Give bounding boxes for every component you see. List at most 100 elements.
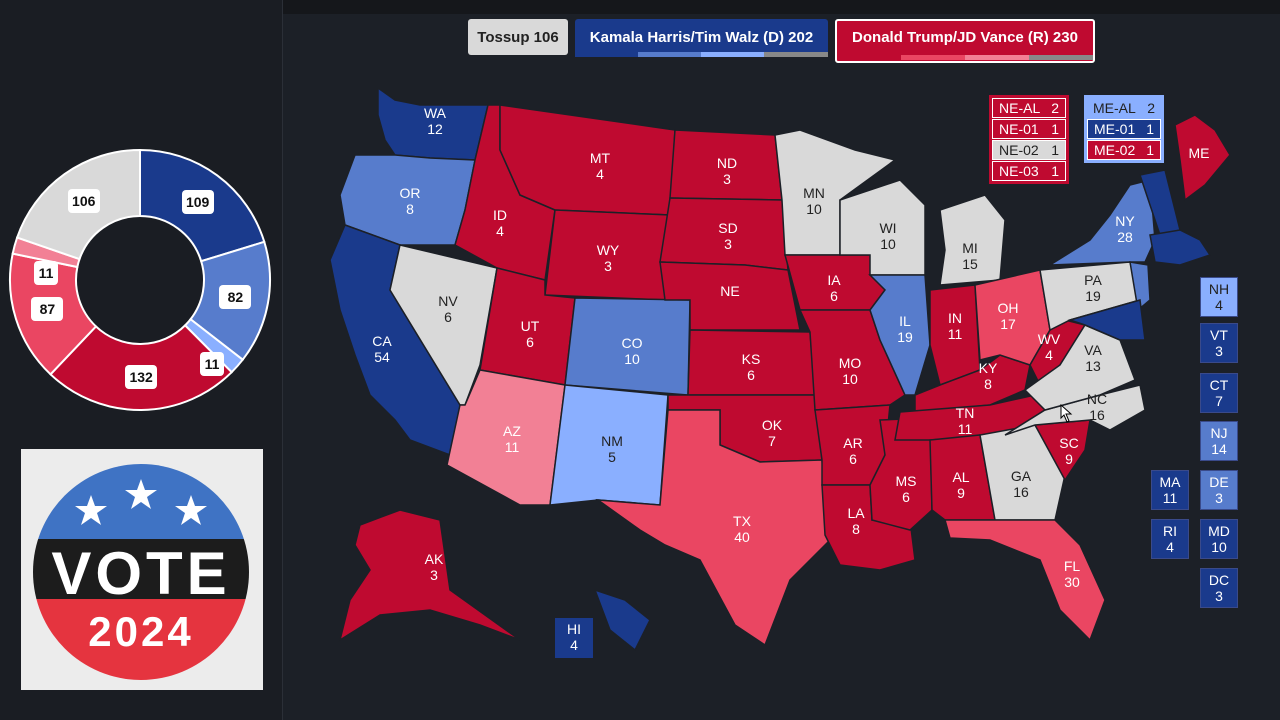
state-tx[interactable] <box>595 409 836 647</box>
tossup-label: Tossup 106 <box>477 28 559 46</box>
state-label-mo: MO <box>839 355 862 371</box>
state-label-fl: FL <box>1064 558 1081 574</box>
state-label-mt: MT <box>590 150 611 166</box>
state-ev-ny: 28 <box>1117 229 1133 245</box>
maine-district-box: ME-AL 2 ME-01 1 ME-02 1 <box>1084 95 1164 163</box>
district-name: NE-AL <box>999 100 1041 116</box>
small-state-abbr: DC <box>1208 572 1230 588</box>
district-row-ne-03[interactable]: NE-03 1 <box>992 161 1066 181</box>
vote-2024-logo: VOTE 2024 <box>21 449 263 690</box>
small-state-vt[interactable]: VT 3 <box>1200 323 1238 363</box>
dem-total-badge[interactable]: Kamala Harris/Tim Walz (D) 202 <box>575 19 828 55</box>
small-state-abbr: NH <box>1208 281 1230 297</box>
state-label-ak: AK <box>425 551 444 567</box>
dem-label: Kamala Harris/Tim Walz (D) 202 <box>589 28 814 46</box>
district-name: NE-02 <box>999 142 1039 158</box>
small-state-ev: 14 <box>1211 441 1227 457</box>
vote-year: 2024 <box>88 608 193 655</box>
state-ev-mn: 10 <box>806 201 822 217</box>
small-state-de[interactable]: DE 3 <box>1200 470 1238 510</box>
dem-bar-likely <box>638 52 701 57</box>
small-state-md[interactable]: MD 10 <box>1200 519 1238 559</box>
dem-bar-safe <box>575 52 638 57</box>
district-row-me-02[interactable]: ME-02 1 <box>1087 140 1161 160</box>
state-label-ms: MS <box>896 473 917 489</box>
state-il[interactable] <box>868 274 931 396</box>
district-row-ne-al[interactable]: NE-AL 2 <box>992 98 1066 118</box>
state-ev-oh: 17 <box>1000 316 1016 332</box>
state-label-ky: KY <box>979 360 998 376</box>
dem-bar-lean <box>701 52 764 57</box>
state-me[interactable] <box>1174 114 1231 202</box>
state-label-ok: OK <box>762 417 783 433</box>
district-row-me-01[interactable]: ME-01 1 <box>1087 119 1161 139</box>
state-label-co: CO <box>622 335 643 351</box>
state-label-ut: UT <box>521 318 540 334</box>
state-hi[interactable] <box>593 588 651 652</box>
state-ev-ms: 6 <box>902 489 910 505</box>
state-fl[interactable] <box>944 519 1106 642</box>
small-state-ri[interactable]: RI 4 <box>1151 519 1189 559</box>
small-state-abbr: NJ <box>1210 425 1228 441</box>
state-ev-sc: 9 <box>1065 451 1073 467</box>
small-state-ma[interactable]: MA 11 <box>1151 470 1189 510</box>
state-ev-nm: 5 <box>608 449 616 465</box>
state-nj[interactable] <box>1129 261 1151 312</box>
rep-bar-safe <box>837 55 901 60</box>
state-label-wi: WI <box>879 220 896 236</box>
district-name: ME-01 <box>1094 121 1136 137</box>
state-ev-sd: 3 <box>724 236 732 252</box>
small-state-nj[interactable]: NJ 14 <box>1200 421 1238 461</box>
state-ev-il: 19 <box>897 329 913 345</box>
rep-bar-likely <box>901 55 965 60</box>
left-panel: 109 82 11 132 87 11 106 VOTE 2024 <box>0 0 283 720</box>
tossup-total-badge[interactable]: Tossup 106 <box>468 19 568 55</box>
small-state-abbr: MA <box>1159 474 1181 490</box>
small-state-dc[interactable]: DC 3 <box>1200 568 1238 608</box>
state-ev-nv: 6 <box>444 309 452 325</box>
state-ev-ak: 3 <box>430 567 438 583</box>
state-label-tx: TX <box>733 513 752 529</box>
state-ev-ca: 54 <box>374 349 390 365</box>
state-ev-mt: 4 <box>596 166 604 182</box>
state-ne[interactable] <box>659 261 801 331</box>
district-ev: 1 <box>1146 121 1154 137</box>
small-state-ev: 3 <box>1215 588 1223 604</box>
district-name: ME-AL <box>1093 100 1136 116</box>
state-ev-al: 9 <box>957 485 965 501</box>
state-ev-tn: 11 <box>958 421 973 437</box>
state-ev-nc: 16 <box>1089 407 1105 423</box>
state-ev-in: 11 <box>948 326 963 342</box>
donut-value-label: 11 <box>200 352 224 376</box>
small-state-ct[interactable]: CT 7 <box>1200 373 1238 413</box>
district-name: NE-03 <box>999 163 1039 179</box>
state-ev-nd: 3 <box>723 171 731 187</box>
state-label-pa: PA <box>1084 272 1102 288</box>
state-ev-wv: 4 <box>1045 347 1053 363</box>
donut-value-label: 132 <box>125 364 158 389</box>
small-state-nh[interactable]: NH 4 <box>1200 277 1238 317</box>
state-ev-wa: 12 <box>427 121 443 137</box>
hi-label-box[interactable]: HI4 <box>555 618 593 658</box>
state-neast[interactable] <box>1149 229 1212 266</box>
dem-bar-rest <box>764 52 828 57</box>
state-ev-ok: 7 <box>768 433 776 449</box>
state-label-nv: NV <box>438 293 458 309</box>
small-state-ev: 4 <box>1166 539 1174 555</box>
state-ny[interactable] <box>1047 179 1156 266</box>
state-va[interactable] <box>1023 324 1136 411</box>
donut-value-label: 106 <box>67 188 100 213</box>
state-ev-ky: 8 <box>984 376 992 392</box>
state-md[interactable] <box>1067 299 1146 341</box>
state-ak[interactable] <box>338 509 521 642</box>
donut-value-label: 82 <box>219 285 252 310</box>
district-row-ne-02[interactable]: NE-02 1 <box>992 140 1066 160</box>
state-ev-wy: 3 <box>604 258 612 274</box>
donut-value-label: 109 <box>181 189 214 214</box>
state-label-wv: WV <box>1038 331 1061 347</box>
district-row-me-al[interactable]: ME-AL 2 <box>1087 98 1161 118</box>
district-row-ne-01[interactable]: NE-01 1 <box>992 119 1066 139</box>
state-label-me: ME <box>1189 145 1210 161</box>
state-label-il: IL <box>899 313 911 329</box>
